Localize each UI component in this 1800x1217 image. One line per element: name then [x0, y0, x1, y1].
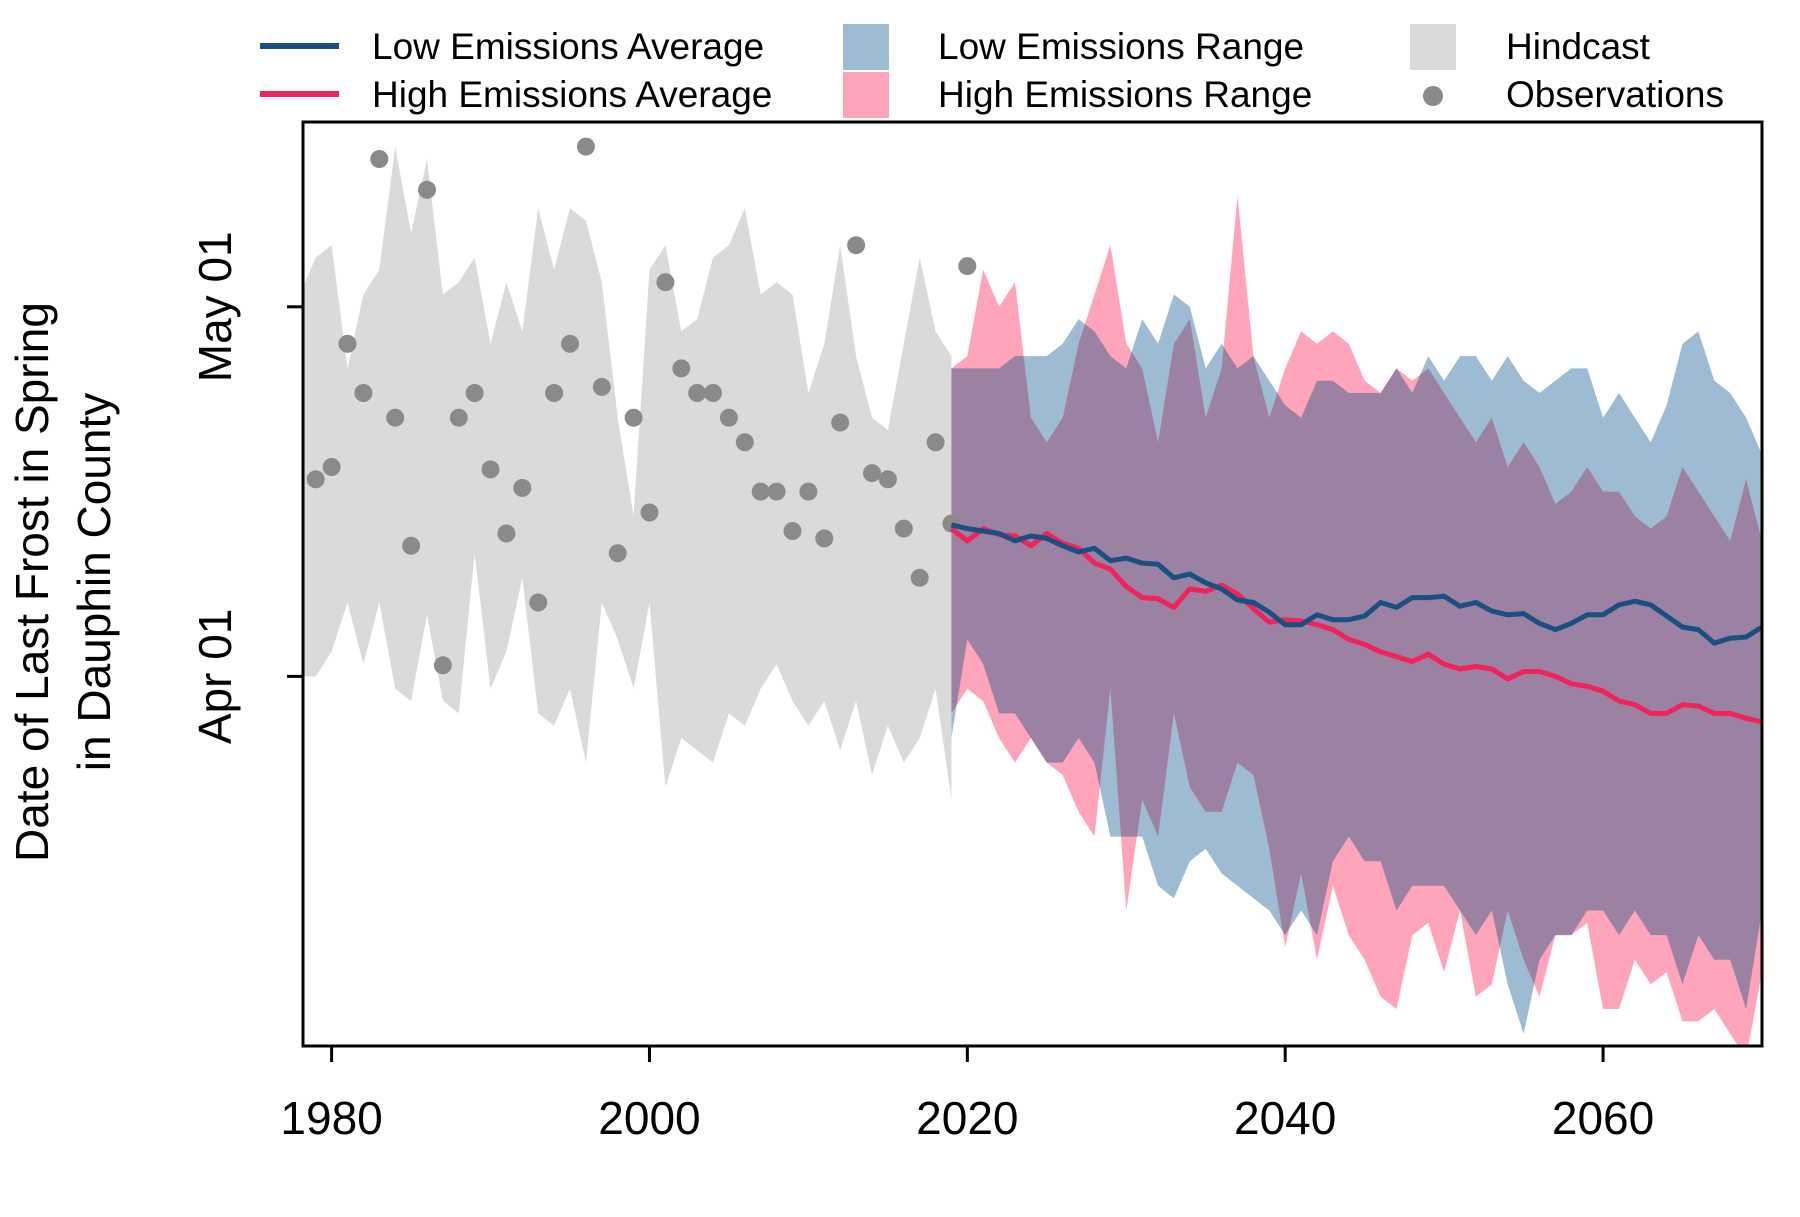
y-axis-title-line-2: in Dauphin County [68, 393, 120, 771]
observation-point [799, 482, 818, 501]
x-axis-tick-label: 2060 [1552, 1092, 1654, 1144]
observation-point [418, 180, 436, 199]
legend-swatch-low-range [843, 24, 889, 70]
observation-point [370, 150, 389, 168]
legend-label-high-range: High Emissions Range [938, 74, 1312, 115]
observation-point [704, 384, 722, 402]
observation-point [561, 334, 579, 353]
axes: 1980 2000 2020 2040 2060 Apr 01 May 01 [189, 120, 1764, 1144]
observation-point [306, 470, 325, 489]
low-emissions-average-line [950, 522, 1762, 646]
observation-point [354, 384, 373, 402]
observation-point [433, 656, 452, 675]
x-axis-tick-label: 2000 [598, 1092, 700, 1144]
observation-point [719, 408, 738, 427]
observation-point [640, 503, 659, 522]
observation-point [910, 568, 929, 587]
legend-label-hindcast: Hindcast [1506, 26, 1651, 67]
legend-swatch-hindcast [1410, 24, 1456, 70]
legend-label-low-average: Low Emissions Average [372, 26, 764, 67]
observation-point [863, 464, 881, 483]
observation-point [656, 273, 675, 292]
observation-point [608, 544, 627, 563]
x-axis-tick-label: 2040 [1234, 1092, 1336, 1144]
observation-point [958, 257, 977, 276]
observation-point [402, 536, 421, 555]
observation-point [815, 529, 834, 548]
observation-point [545, 384, 564, 402]
observation-point [847, 236, 866, 255]
y-axis-tick-label: May 01 [189, 231, 241, 382]
plot-content [303, 137, 1762, 1046]
observation-point [672, 359, 691, 378]
observation-point [783, 522, 802, 540]
observation-point [497, 524, 516, 543]
observation-point [449, 408, 468, 427]
x-axis-tick-label: 2020 [916, 1092, 1018, 1144]
y-axis-tick-label: Apr 01 [189, 609, 241, 745]
observation-point [529, 593, 548, 612]
hindcast-range-band [303, 146, 952, 800]
observation-point [322, 458, 341, 476]
high-emissions-average-line [949, 526, 1762, 725]
observation-point [386, 408, 405, 427]
legend-label-observations: Observations [1506, 74, 1724, 115]
y-axis-title: Date of Last Frost in Spring in Dauphin … [6, 302, 120, 862]
legend-label-low-range: Low Emissions Range [938, 26, 1304, 67]
legend-swatch-high-range [843, 72, 889, 118]
observation-point [481, 460, 500, 479]
observation-point [576, 137, 595, 156]
observation-point [624, 408, 643, 427]
legend-label-high-average: High Emissions Average [372, 74, 772, 115]
observation-point [688, 384, 707, 402]
observation-point [767, 482, 786, 501]
observation-point [894, 519, 913, 538]
plot-area [303, 137, 1762, 1046]
observation-point [751, 482, 770, 501]
observation-point [465, 384, 484, 402]
observation-point [513, 478, 532, 497]
observation-point [338, 334, 357, 353]
observation-point [831, 413, 850, 432]
x-axis-tick-label: 1980 [280, 1092, 382, 1144]
observation-point [592, 377, 611, 396]
observation-point [735, 433, 754, 452]
legend: Low Emissions Average High Emissions Ave… [260, 24, 1724, 118]
observation-point [926, 433, 945, 452]
observation-point [878, 470, 897, 489]
y-axis-title-line-1: Date of Last Frost in Spring [6, 302, 58, 862]
legend-swatch-observations [1423, 86, 1443, 106]
